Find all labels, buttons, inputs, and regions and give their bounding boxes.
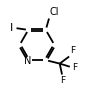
Text: F: F (72, 63, 77, 72)
Text: N: N (24, 56, 31, 66)
Text: I: I (10, 23, 13, 33)
Text: Cl: Cl (50, 7, 59, 17)
Text: F: F (60, 76, 65, 85)
Text: F: F (71, 46, 76, 55)
